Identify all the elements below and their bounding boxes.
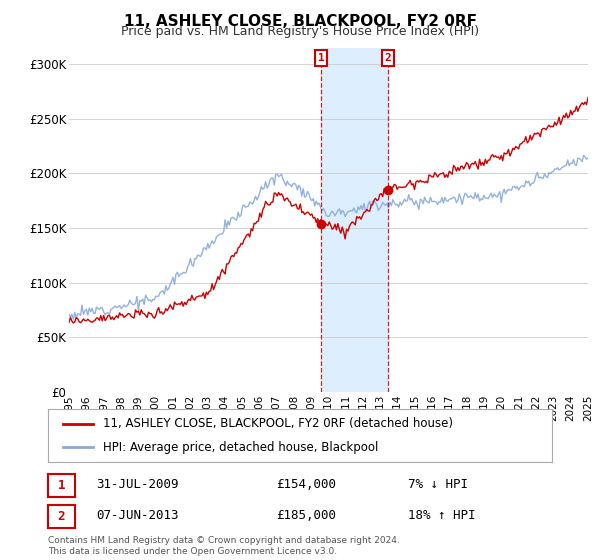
Text: 2: 2 bbox=[58, 510, 65, 523]
Text: 07-JUN-2013: 07-JUN-2013 bbox=[96, 508, 179, 522]
Text: 2: 2 bbox=[384, 53, 391, 63]
Text: 31-JUL-2009: 31-JUL-2009 bbox=[96, 478, 179, 491]
Text: 1: 1 bbox=[58, 479, 65, 492]
Text: £185,000: £185,000 bbox=[276, 508, 336, 522]
Text: 11, ASHLEY CLOSE, BLACKPOOL, FY2 0RF (detached house): 11, ASHLEY CLOSE, BLACKPOOL, FY2 0RF (de… bbox=[103, 417, 454, 430]
Text: Price paid vs. HM Land Registry's House Price Index (HPI): Price paid vs. HM Land Registry's House … bbox=[121, 25, 479, 38]
Text: 1: 1 bbox=[318, 53, 325, 63]
Text: 18% ↑ HPI: 18% ↑ HPI bbox=[408, 508, 475, 522]
Bar bbox=[321, 48, 388, 392]
Text: 7% ↓ HPI: 7% ↓ HPI bbox=[408, 478, 468, 491]
Text: HPI: Average price, detached house, Blackpool: HPI: Average price, detached house, Blac… bbox=[103, 441, 379, 454]
Text: 11, ASHLEY CLOSE, BLACKPOOL, FY2 0RF: 11, ASHLEY CLOSE, BLACKPOOL, FY2 0RF bbox=[124, 14, 476, 29]
Text: £154,000: £154,000 bbox=[276, 478, 336, 491]
Text: Contains HM Land Registry data © Crown copyright and database right 2024.
This d: Contains HM Land Registry data © Crown c… bbox=[48, 536, 400, 556]
